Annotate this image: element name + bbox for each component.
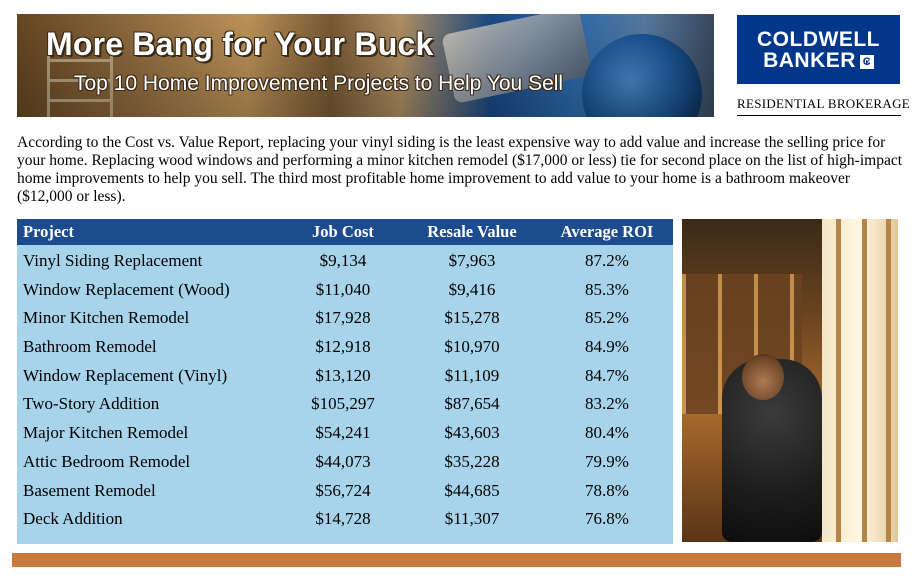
table-row: Two-Story Addition $105,297 $87,654 83.2…	[17, 390, 673, 419]
logo-mark-icon: ₢	[859, 54, 874, 69]
logo-line-1: COLDWELL	[757, 27, 880, 51]
table-row: Bathroom Remodel $12,918 $10,970 84.9%	[17, 333, 673, 362]
cell-average-roi: 79.9%	[585, 451, 629, 471]
cell-job-cost: $44,073	[315, 451, 371, 471]
cell-average-roi: 85.3%	[585, 279, 629, 299]
cell-average-roi: 78.8%	[585, 480, 629, 500]
cell-average-roi: 80.4%	[585, 423, 629, 443]
header-job-cost: Job Cost	[312, 222, 374, 241]
cell-project: Window Replacement (Wood)	[23, 279, 230, 299]
cell-resale-value: $87,654	[444, 394, 500, 414]
coldwell-banker-logo: COLDWELL BANKER ₢	[737, 15, 900, 84]
cell-average-roi: 87.2%	[585, 251, 629, 270]
table-body: Vinyl Siding Replacement $9,134 $7,963 8…	[17, 247, 673, 534]
table-row: Major Kitchen Remodel $54,241 $43,603 80…	[17, 419, 673, 448]
cell-project: Major Kitchen Remodel	[23, 423, 189, 443]
cell-project: Attic Bedroom Remodel	[23, 451, 191, 471]
header-average-roi: Average ROI	[560, 222, 654, 241]
cell-average-roi: 84.9%	[585, 337, 629, 357]
table-row: Deck Addition $14,728 $11,307 76.8%	[17, 505, 673, 534]
cell-job-cost: $11,040	[315, 279, 371, 299]
table-row: Basement Remodel $56,724 $44,685 78.8%	[17, 477, 673, 506]
cell-average-roi: 84.7%	[585, 365, 629, 385]
cell-job-cost: $56,724	[315, 480, 371, 500]
table-row: Window Replacement (Vinyl) $13,120 $11,1…	[17, 362, 673, 391]
cell-average-roi: 76.8%	[585, 509, 629, 529]
cell-resale-value: $11,307	[444, 509, 500, 529]
cell-project: Minor Kitchen Remodel	[23, 308, 190, 328]
cell-job-cost: $17,928	[315, 308, 371, 328]
footer-bar	[12, 553, 901, 567]
cell-project: Two-Story Addition	[23, 394, 160, 414]
cell-resale-value: $7,963	[448, 251, 496, 270]
table-row: Minor Kitchen Remodel $17,928 $15,278 85…	[17, 304, 673, 333]
table-row: Vinyl Siding Replacement $9,134 $7,963 8…	[17, 247, 673, 276]
cell-resale-value: $11,109	[444, 365, 500, 385]
cell-project: Bathroom Remodel	[23, 337, 157, 357]
window-image	[822, 219, 898, 542]
cell-project: Basement Remodel	[23, 480, 156, 500]
logo-line-2: BANKER	[763, 48, 856, 72]
header-resale-value: Resale Value	[427, 222, 517, 241]
man-measuring-window-photo	[682, 219, 898, 542]
header-project: Project	[23, 222, 74, 241]
cell-resale-value: $15,278	[444, 308, 500, 328]
cell-project: Window Replacement (Vinyl)	[23, 365, 228, 385]
cell-job-cost: $12,918	[315, 337, 371, 357]
cell-average-roi: 83.2%	[585, 394, 629, 414]
banner-subtitle: Top 10 Home Improvement Projects to Help…	[74, 72, 564, 95]
cell-resale-value: $35,228	[444, 451, 500, 471]
cell-resale-value: $44,685	[444, 480, 500, 500]
cell-project: Vinyl Siding Replacement	[23, 251, 203, 270]
logo-subtitle: RESIDENTIAL BROKERAGE	[737, 96, 910, 116]
cell-job-cost: $9,134	[319, 251, 367, 270]
intro-paragraph: According to the Cost vs. Value Report, …	[17, 134, 903, 205]
cell-resale-value: $43,603	[444, 423, 500, 443]
cell-job-cost: $13,120	[315, 365, 371, 385]
banner-title: More Bang for Your Buck	[46, 26, 434, 62]
man-head-image	[742, 354, 784, 400]
cell-job-cost: $54,241	[315, 423, 371, 443]
table-row: Window Replacement (Wood) $11,040 $9,416…	[17, 276, 673, 305]
cell-project: Deck Addition	[23, 509, 123, 529]
cell-job-cost: $14,728	[315, 509, 371, 529]
ladder-image	[47, 44, 113, 117]
cell-resale-value: $10,970	[444, 337, 500, 357]
cell-average-roi: 85.2%	[585, 308, 629, 328]
roi-table: Project Job Cost Resale Value Average RO…	[17, 219, 673, 544]
cell-job-cost: $105,297	[311, 394, 375, 414]
table-header: Project Job Cost Resale Value Average RO…	[17, 219, 673, 245]
table-row: Attic Bedroom Remodel $44,073 $35,228 79…	[17, 448, 673, 477]
hero-banner: More Bang for Your Buck Top 10 Home Impr…	[17, 14, 714, 117]
cell-resale-value: $9,416	[448, 279, 496, 299]
